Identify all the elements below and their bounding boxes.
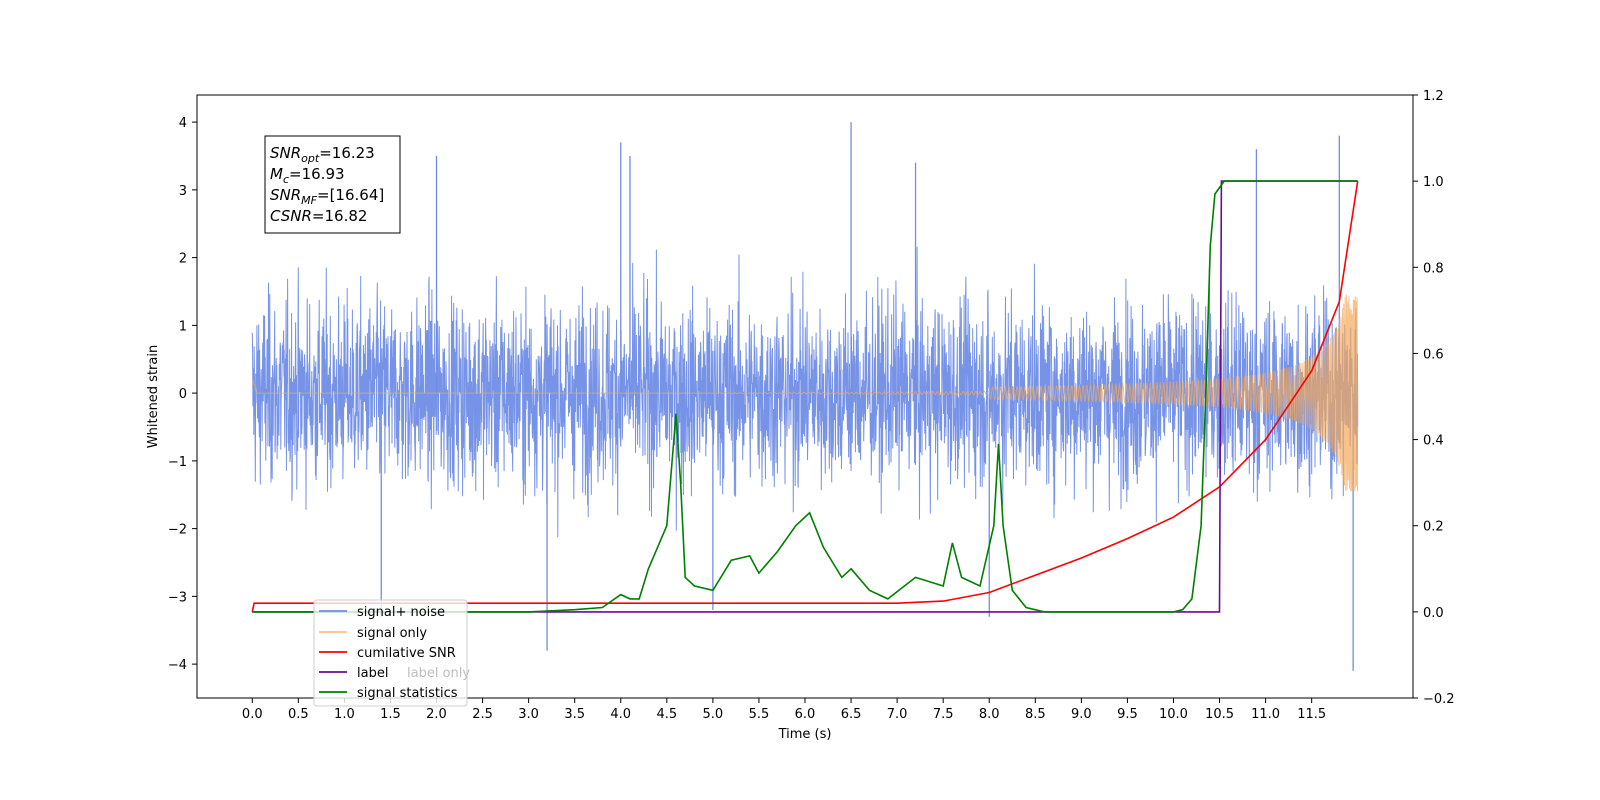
- legend-label: label: [357, 666, 388, 681]
- y-tick-label: −2: [168, 523, 187, 538]
- x-tick-label: 1.5: [380, 707, 401, 722]
- y-tick-label: 0: [179, 387, 187, 402]
- y2-tick-label: 0.8: [1423, 261, 1444, 276]
- x-tick-label: 9.5: [1117, 707, 1138, 722]
- x-tick-label: 7.0: [887, 707, 908, 722]
- series-line-signal-statistics: [252, 180, 1358, 613]
- metrics-annotation-box: SNRopt=16.23Mc=16.93SNRMF=[16.64]CSNR=16…: [264, 135, 401, 234]
- annotation-line: CSNR=16.82: [270, 207, 367, 225]
- y2-tick-label: 0.0: [1423, 606, 1444, 621]
- y-tick-label: −3: [168, 590, 187, 605]
- x-tick-label: 3.5: [564, 707, 585, 722]
- y-tick-label: 1: [179, 319, 187, 334]
- y-tick-label: 2: [179, 252, 187, 267]
- x-tick-label: 2.0: [426, 707, 447, 722]
- x-tick-label: 9.0: [1071, 707, 1092, 722]
- plot-area: [251, 122, 1359, 671]
- series-line-signal-only: [251, 294, 1359, 492]
- legend-label: label only: [407, 666, 470, 681]
- legend-label: signal+ noise: [357, 605, 445, 620]
- legend-label: signal statistics: [357, 686, 458, 701]
- y-axis-left: −4 −3 −2 −1 0 1 2 3 4: [168, 116, 197, 673]
- y2-tick-label: −0.2: [1423, 692, 1455, 707]
- y2-tick-label: 0.2: [1423, 520, 1444, 535]
- x-tick-label: 11.5: [1297, 707, 1326, 722]
- y2-tick-label: 1.0: [1423, 175, 1444, 190]
- y-tick-label: 4: [179, 116, 187, 131]
- series-line-cumilative-snr: [251, 180, 1359, 613]
- annotation-line: SNRMF=[16.64]: [270, 186, 384, 207]
- x-tick-label: 3.0: [518, 707, 539, 722]
- x-tick-label: 8.0: [979, 707, 1000, 722]
- y2-tick-label: 0.4: [1423, 434, 1444, 449]
- x-tick-label: 10.5: [1205, 707, 1234, 722]
- x-tick-label: 5.0: [703, 707, 724, 722]
- x-axis: 0.0 0.5 1.0 1.5 2.0 2.5 3.0 3.5 4.0 4.5 5.0 5.5 6.0 6…: [242, 698, 1326, 722]
- x-axis-label: Time (s): [778, 727, 832, 742]
- x-tick-label: 4.5: [656, 707, 677, 722]
- x-tick-label: 5.5: [749, 707, 770, 722]
- legend: signal+ noise signal only cumilative SNR la…: [313, 599, 470, 707]
- y-tick-label: −1: [168, 455, 187, 470]
- x-tick-label: 10.0: [1159, 707, 1188, 722]
- x-tick-label: 4.0: [610, 707, 631, 722]
- annotation-line: Mc=16.93: [270, 165, 345, 186]
- y2-tick-label: 0.6: [1423, 347, 1444, 362]
- y-axis-label: Whitened strain: [146, 345, 161, 448]
- legend-frame: [313, 599, 468, 707]
- x-tick-label: 8.5: [1025, 707, 1046, 722]
- y-axis-right: −0.2 0.0 0.2 0.4 0.6 0.8 1.0 1.2: [1413, 89, 1455, 707]
- legend-label: cumilative SNR: [357, 646, 456, 661]
- y-tick-label: 3: [179, 184, 187, 199]
- x-tick-label: 0.0: [242, 707, 263, 722]
- x-tick-label: 11.0: [1251, 707, 1280, 722]
- x-tick-label: 2.5: [472, 707, 493, 722]
- x-tick-label: 6.0: [795, 707, 816, 722]
- x-tick-label: 6.5: [841, 707, 862, 722]
- x-tick-label: 0.5: [288, 707, 309, 722]
- annotation-frame: [264, 135, 401, 234]
- legend-label: signal only: [357, 626, 427, 641]
- annotation-line: SNRopt=16.23: [270, 144, 375, 165]
- x-tick-label: 7.5: [933, 707, 954, 722]
- x-tick-label: 1.0: [334, 707, 355, 722]
- y2-tick-label: 1.2: [1423, 89, 1444, 104]
- y-tick-label: −4: [168, 658, 187, 673]
